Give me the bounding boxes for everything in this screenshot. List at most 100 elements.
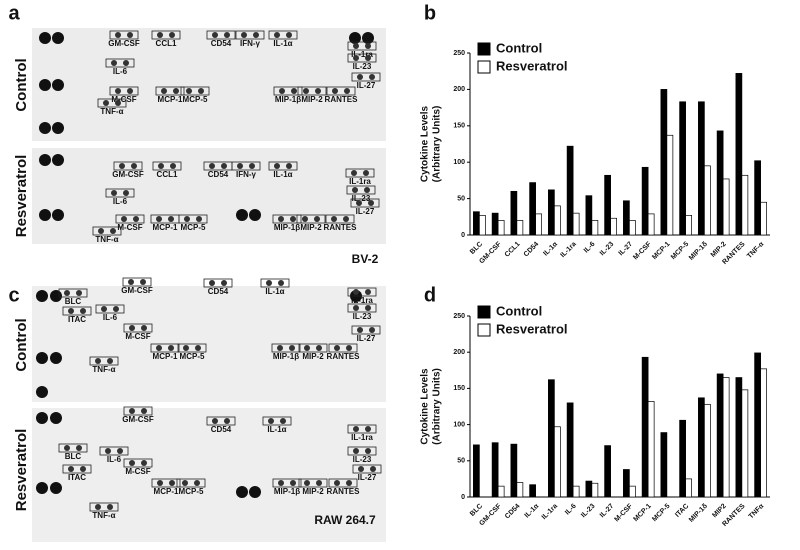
spot-box [58,443,88,453]
spot [286,163,292,169]
spot [274,32,280,38]
spot-box [235,30,265,40]
spot [304,345,310,351]
x-tick-label: IL-6 [583,241,597,255]
blot-label: TNF-α [92,365,115,374]
y-tick-label: 100 [453,159,465,166]
reference-spot [36,412,48,424]
x-tick-label: IL-1ra [559,241,578,260]
reference-spot [349,32,361,44]
x-tick-label: MCP-5 [670,241,690,261]
legend-label: Control [496,303,542,318]
blot-label: CD54 [211,39,232,48]
legend-label: Control [496,40,542,55]
y-axis-label: Cytokine Levels [420,105,431,182]
blot-label: GM-CSF [121,286,153,295]
legend-swatch [477,305,491,319]
bar [716,373,724,498]
blot-label: MIP-1β [273,352,299,361]
spot [195,345,201,351]
spot [358,466,364,472]
legend-swatch [477,323,491,337]
blot-label: CD54 [211,425,232,434]
bar [741,174,749,236]
spot-box [326,86,356,96]
x-tick-label: BLC [469,241,484,256]
spot-box [155,86,185,96]
bar [754,160,761,236]
spot-box [328,343,358,353]
spot [115,88,121,94]
spot-box [152,161,182,171]
spot-box [150,343,180,353]
blot-label: IL-1ra [351,50,373,59]
spot [224,418,230,424]
spot-box [89,502,119,512]
spot [128,279,134,285]
blot-label: TNF-α [100,107,123,116]
spot [183,345,189,351]
spot [315,88,321,94]
bar [479,214,486,236]
x-tick-label: TNF-α [746,240,766,260]
bar [491,442,499,498]
spot [351,170,357,176]
spot [105,448,111,454]
spot-box [113,161,143,171]
spot [127,88,133,94]
spot-box [203,278,233,288]
spot [353,289,359,295]
blot-label: MIP-1β [274,223,300,232]
blot-label: RANTES [327,487,361,496]
blot-label: IL-1ra [351,296,373,305]
bar [585,480,593,498]
reference-spot [39,32,51,44]
bar [604,174,611,236]
spot [182,480,188,486]
spot [156,345,162,351]
spot-box [298,478,328,488]
bar [716,130,724,236]
spot-box [89,356,119,366]
spot-box [347,41,377,51]
reference-spot [52,122,64,134]
bar [641,356,649,498]
blot-label: IL-6 [103,313,118,322]
bar [473,444,480,498]
spot [156,216,162,222]
reference-spot [50,412,62,424]
panel-letter: b [424,2,436,24]
x-tick-label: TNFα [748,502,766,520]
reference-spot [236,486,248,498]
spot [368,200,374,206]
blot-label: IL-1ra [351,433,373,442]
x-tick-label: MIP-1δ [688,503,709,524]
y-axis-label: (Arbitrary Units) [432,106,443,183]
spot-box [62,464,92,474]
legend-swatch [477,60,491,74]
x-tick-label: IL-23 [580,503,597,520]
spot [365,43,371,49]
blot-label: MCP-5 [180,352,205,361]
x-tick-label: CD54 [504,503,522,521]
bar [610,217,617,236]
bar [497,220,505,236]
cell-line: RAW 264.7 [314,513,376,527]
blot-label: MIP-2 [301,95,323,104]
bar [760,201,767,236]
blot-label: M-CSF [125,467,150,476]
spot [141,460,147,466]
bar [685,214,692,236]
spot [356,200,362,206]
spot [357,327,363,333]
reference-spot [36,290,48,302]
reference-spot [52,154,64,166]
spot [64,290,70,296]
spot-box [347,303,377,313]
spot [352,187,358,193]
blot-label: M-CSF [111,95,136,104]
reference-spot [52,32,64,44]
blot-label: GM-CSF [108,39,140,48]
